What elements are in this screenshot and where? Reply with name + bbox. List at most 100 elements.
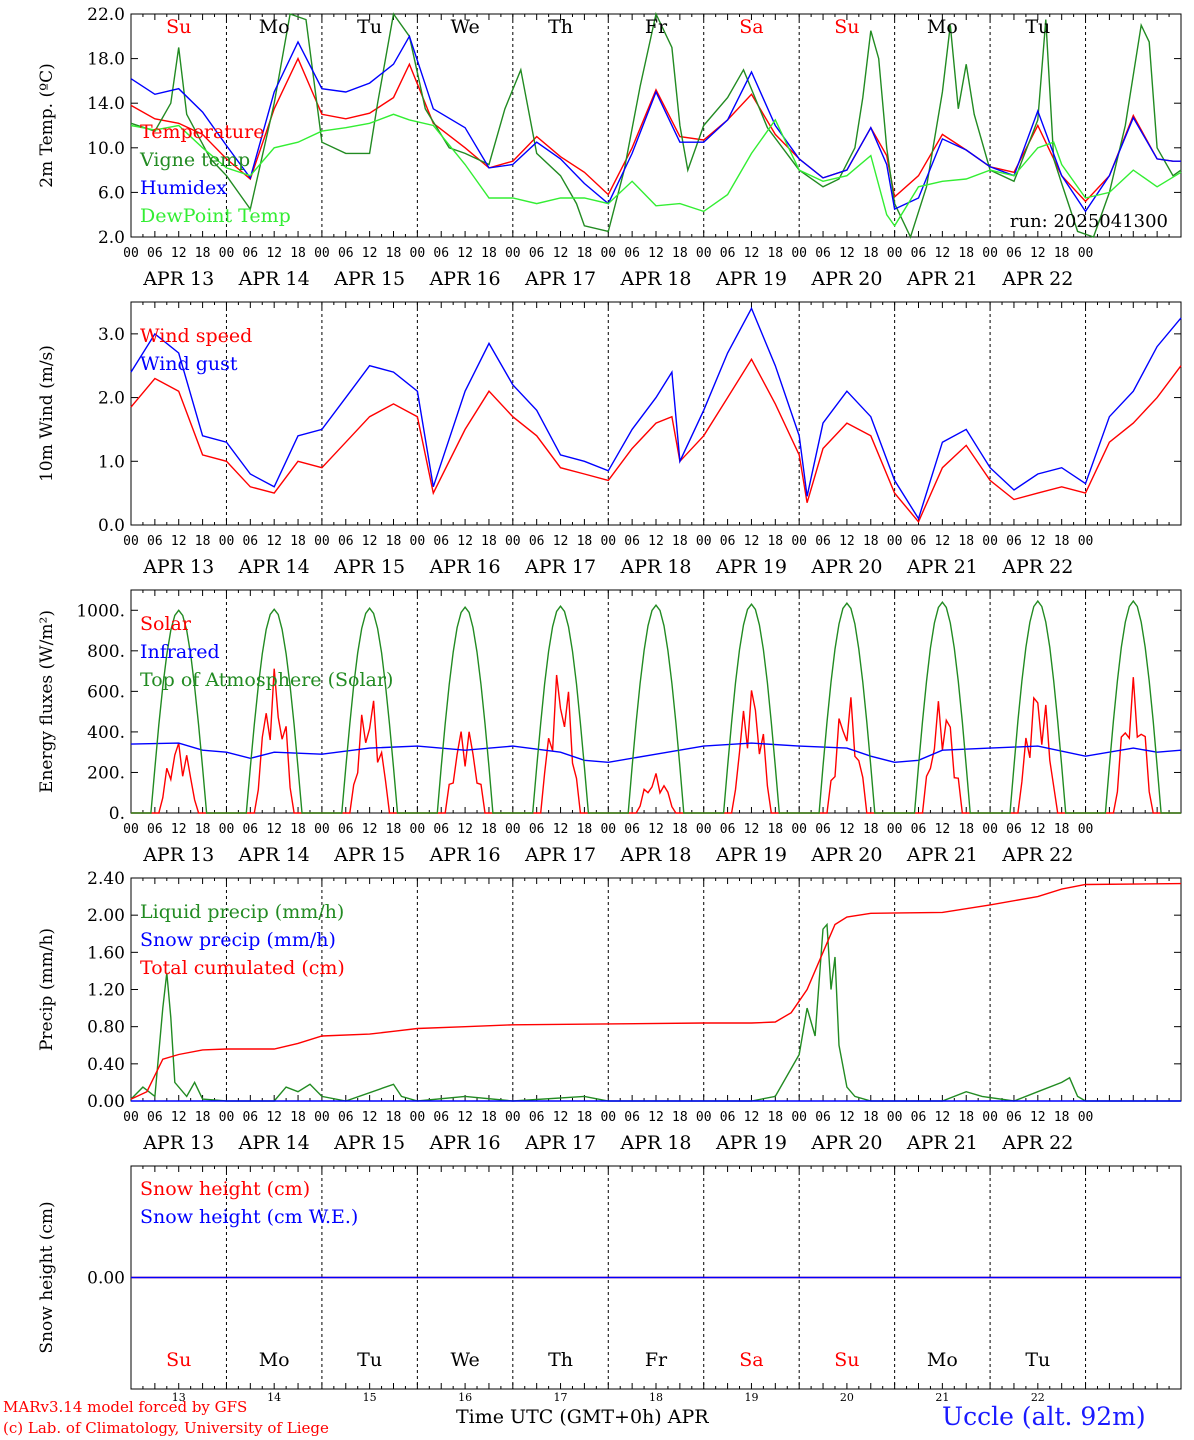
day-label: APR 15 <box>333 1132 405 1154</box>
hour-tick-label: 06 <box>815 822 831 837</box>
day-number-label: 18 <box>649 1391 663 1404</box>
hour-tick-label: 12 <box>648 822 664 837</box>
hour-tick-label: 00 <box>123 246 139 261</box>
hour-tick-label: 18 <box>863 534 879 549</box>
hour-tick-label: 06 <box>720 822 736 837</box>
hour-tick-label: 12 <box>839 246 855 261</box>
day-number-label: 14 <box>267 1391 281 1404</box>
weekday-label: Fr <box>645 1349 668 1371</box>
hour-tick-label: 18 <box>290 246 306 261</box>
station-name: Uccle (alt. 92m) <box>942 1402 1146 1431</box>
hour-tick-label: 12 <box>266 822 282 837</box>
hour-tick-label: 12 <box>1030 534 1046 549</box>
hour-tick-label: 00 <box>505 822 521 837</box>
legend-entry: Infrared <box>140 641 220 663</box>
hour-tick-label: 18 <box>1054 534 1070 549</box>
series-line-wind-speed <box>130 357 1182 524</box>
hour-tick-label: 18 <box>863 1110 879 1125</box>
weekday-label: Mo <box>259 16 290 38</box>
y-tick-label: 2.00 <box>87 906 125 926</box>
hour-tick-label: 12 <box>171 534 187 549</box>
weekday-label: Su <box>834 1349 859 1371</box>
hour-tick-label: 18 <box>386 822 402 837</box>
hour-tick-label: 12 <box>935 534 951 549</box>
hour-tick-label: 06 <box>433 246 449 261</box>
day-label: APR 22 <box>1001 268 1073 290</box>
y-tick-label: 0. <box>109 804 125 824</box>
hour-tick-label: 00 <box>696 534 712 549</box>
hour-tick-label: 12 <box>457 1110 473 1125</box>
hour-tick-label: 12 <box>1030 246 1046 261</box>
y-tick-label: 200. <box>87 763 125 783</box>
hour-tick-label: 18 <box>863 822 879 837</box>
y-tick-label: 0.00 <box>87 1269 125 1289</box>
hour-tick-label: 18 <box>672 534 688 549</box>
hour-tick-label: 06 <box>1006 246 1022 261</box>
y-tick-label: 1000. <box>76 601 125 621</box>
hour-tick-label: 12 <box>744 822 760 837</box>
hour-tick-label: 12 <box>839 822 855 837</box>
panel-3: 0. 200. 400. 600. 800. 1000. Energy fluxes (W/… <box>37 589 1182 866</box>
hour-tick-label: 06 <box>242 534 258 549</box>
hour-tick-label: 06 <box>529 1110 545 1125</box>
day-label: APR 19 <box>715 844 787 866</box>
day-label: APR 16 <box>429 556 501 578</box>
hour-tick-label: 18 <box>386 1110 402 1125</box>
hour-tick-label: 12 <box>744 534 760 549</box>
hour-tick-label: 00 <box>219 1110 235 1125</box>
hour-tick-label: 06 <box>720 534 736 549</box>
hour-tick-label: 00 <box>600 1110 616 1125</box>
hour-tick-label: 06 <box>720 246 736 261</box>
day-label: APR 17 <box>524 268 596 290</box>
day-number-label: 19 <box>744 1391 758 1404</box>
hour-tick-label: 00 <box>1078 1110 1094 1125</box>
hour-tick-label: 18 <box>195 246 211 261</box>
day-label: APR 15 <box>333 556 405 578</box>
weekday-label: Tu <box>357 1349 382 1371</box>
hour-tick-label: 00 <box>314 822 330 837</box>
hour-tick-label: 18 <box>290 822 306 837</box>
hour-tick-label: 06 <box>529 822 545 837</box>
hour-tick-label: 12 <box>648 246 664 261</box>
hour-tick-label: 18 <box>1054 822 1070 837</box>
hour-tick-label: 06 <box>911 534 927 549</box>
y-axis-label: Precip (mm/h) <box>37 928 57 1051</box>
hour-tick-label: 06 <box>911 1110 927 1125</box>
run-annotation: run: 2025041300 <box>1010 211 1168 232</box>
panel-2: 0.0 1.0 2.0 3.0 10m Wind (m/s) 00 06 12 18 00 06 12… <box>37 301 1182 578</box>
day-label: APR 20 <box>810 556 882 578</box>
day-label: APR 16 <box>429 844 501 866</box>
hour-tick-label: 18 <box>290 534 306 549</box>
lab-credit: (c) Lab. of Climatology, University of L… <box>3 1419 329 1437</box>
day-label: APR 14 <box>238 268 310 290</box>
weekday-label: Mo <box>259 1349 290 1371</box>
hour-tick-label: 06 <box>624 1110 640 1125</box>
panel-5: 0.00 Snow height (cm) Snow height (cm) Snow… <box>37 1165 1182 1404</box>
hour-tick-label: 18 <box>577 822 593 837</box>
legend-entry: Temperature <box>140 121 264 143</box>
plot-frame <box>130 301 1182 526</box>
series-line-dewpoint-temp <box>130 113 1182 228</box>
y-axis-label: Energy fluxes (W/m²) <box>37 610 57 793</box>
legend-entry: Snow height (cm W.E.) <box>140 1206 358 1228</box>
hour-tick-label: 00 <box>696 822 712 837</box>
hour-tick-label: 00 <box>887 822 903 837</box>
day-label: APR 13 <box>142 268 214 290</box>
hour-tick-label: 18 <box>195 1110 211 1125</box>
hour-tick-label: 18 <box>195 822 211 837</box>
hour-tick-label: 18 <box>958 246 974 261</box>
hour-tick-label: 06 <box>911 246 927 261</box>
hour-tick-label: 00 <box>314 1110 330 1125</box>
weekday-label: Mo <box>927 1349 958 1371</box>
y-tick-label: 0.80 <box>87 1018 125 1038</box>
weekday-label: Sa <box>739 16 763 38</box>
hour-tick-label: 00 <box>505 246 521 261</box>
legend-entry: Humidex <box>140 177 227 199</box>
hour-tick-label: 00 <box>982 534 998 549</box>
y-tick-label: 0.40 <box>87 1055 125 1075</box>
y-axis-label: 10m Wind (m/s) <box>37 345 57 482</box>
y-axis-label: 2m Temp. (ºC) <box>37 63 57 188</box>
hour-tick-label: 12 <box>553 822 569 837</box>
hour-tick-label: 12 <box>744 1110 760 1125</box>
